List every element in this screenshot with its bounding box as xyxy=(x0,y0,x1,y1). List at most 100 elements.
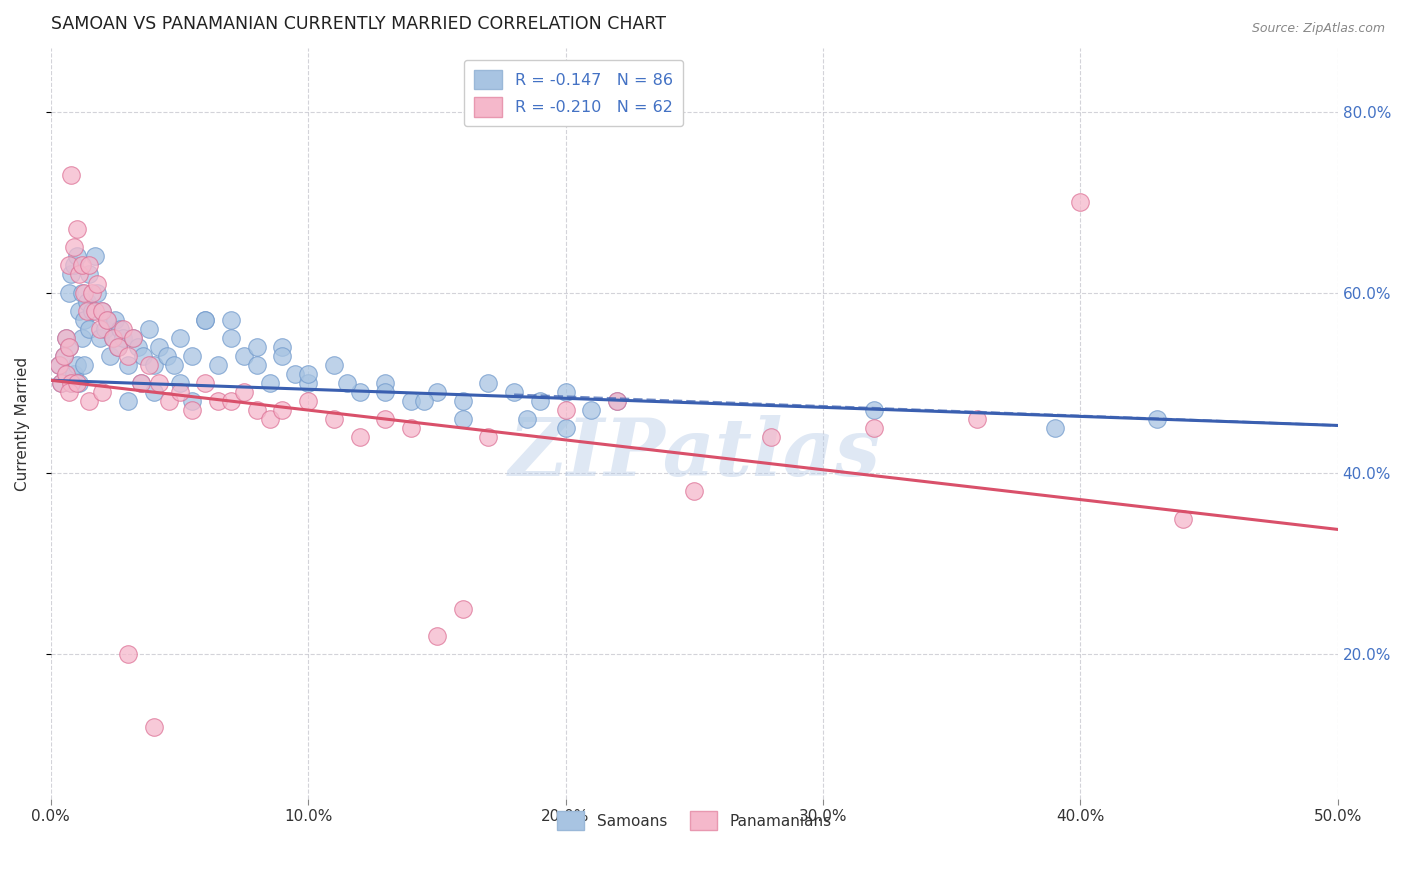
Point xyxy=(606,394,628,409)
Point xyxy=(374,376,396,390)
Point xyxy=(271,403,294,417)
Point xyxy=(79,268,101,282)
Point xyxy=(219,331,242,345)
Point xyxy=(104,312,127,326)
Point xyxy=(55,331,77,345)
Point xyxy=(323,412,346,426)
Point xyxy=(271,340,294,354)
Point xyxy=(219,312,242,326)
Point xyxy=(55,367,77,381)
Point xyxy=(259,376,281,390)
Point xyxy=(477,376,499,390)
Point xyxy=(67,376,90,390)
Point xyxy=(60,376,83,390)
Point xyxy=(89,331,111,345)
Point xyxy=(863,421,886,435)
Point xyxy=(58,259,80,273)
Point xyxy=(86,285,108,300)
Point xyxy=(91,303,114,318)
Point xyxy=(1069,195,1091,210)
Point xyxy=(323,358,346,372)
Point xyxy=(107,340,129,354)
Point xyxy=(48,358,70,372)
Point xyxy=(413,394,436,409)
Point xyxy=(163,358,186,372)
Text: ZIPatlas: ZIPatlas xyxy=(508,415,880,492)
Point xyxy=(107,340,129,354)
Point xyxy=(55,331,77,345)
Point xyxy=(451,394,474,409)
Point xyxy=(52,349,75,363)
Point xyxy=(70,259,93,273)
Point xyxy=(94,322,117,336)
Point xyxy=(49,376,72,390)
Point xyxy=(127,340,149,354)
Text: SAMOAN VS PANAMANIAN CURRENTLY MARRIED CORRELATION CHART: SAMOAN VS PANAMANIAN CURRENTLY MARRIED C… xyxy=(51,15,666,33)
Point xyxy=(117,394,139,409)
Point xyxy=(73,285,96,300)
Point xyxy=(110,322,132,336)
Point xyxy=(336,376,359,390)
Point xyxy=(219,394,242,409)
Point xyxy=(83,249,105,263)
Point xyxy=(1173,511,1195,525)
Point xyxy=(554,384,576,399)
Point xyxy=(65,222,87,236)
Point xyxy=(79,259,101,273)
Point xyxy=(169,384,191,399)
Point xyxy=(374,412,396,426)
Point xyxy=(96,312,118,326)
Point xyxy=(426,384,449,399)
Point xyxy=(169,331,191,345)
Point xyxy=(79,322,101,336)
Point xyxy=(503,384,526,399)
Point xyxy=(232,349,254,363)
Point xyxy=(148,376,170,390)
Point xyxy=(76,294,98,309)
Point xyxy=(70,285,93,300)
Point xyxy=(259,412,281,426)
Point xyxy=(101,331,124,345)
Point xyxy=(79,394,101,409)
Point xyxy=(67,303,90,318)
Point xyxy=(138,322,160,336)
Point xyxy=(52,349,75,363)
Point xyxy=(101,331,124,345)
Point xyxy=(1146,412,1168,426)
Point xyxy=(86,277,108,291)
Text: Source: ZipAtlas.com: Source: ZipAtlas.com xyxy=(1251,22,1385,36)
Point xyxy=(49,376,72,390)
Point xyxy=(477,430,499,444)
Point xyxy=(122,331,145,345)
Point xyxy=(129,376,152,390)
Point xyxy=(207,394,229,409)
Point xyxy=(73,358,96,372)
Point xyxy=(297,376,319,390)
Point xyxy=(181,349,204,363)
Point xyxy=(117,358,139,372)
Point xyxy=(1043,421,1066,435)
Point xyxy=(58,285,80,300)
Point xyxy=(60,268,83,282)
Point xyxy=(58,340,80,354)
Point xyxy=(349,430,371,444)
Legend: Samoans, Panamanians: Samoans, Panamanians xyxy=(551,805,838,836)
Point xyxy=(65,249,87,263)
Point xyxy=(67,268,90,282)
Point xyxy=(117,647,139,661)
Point xyxy=(129,376,152,390)
Point xyxy=(73,312,96,326)
Point xyxy=(284,367,307,381)
Point xyxy=(761,430,783,444)
Point xyxy=(297,367,319,381)
Point xyxy=(91,303,114,318)
Point xyxy=(554,421,576,435)
Point xyxy=(80,285,103,300)
Point xyxy=(63,259,86,273)
Point xyxy=(451,412,474,426)
Point xyxy=(111,331,134,345)
Point xyxy=(70,331,93,345)
Point xyxy=(98,349,121,363)
Point xyxy=(399,394,422,409)
Point xyxy=(181,394,204,409)
